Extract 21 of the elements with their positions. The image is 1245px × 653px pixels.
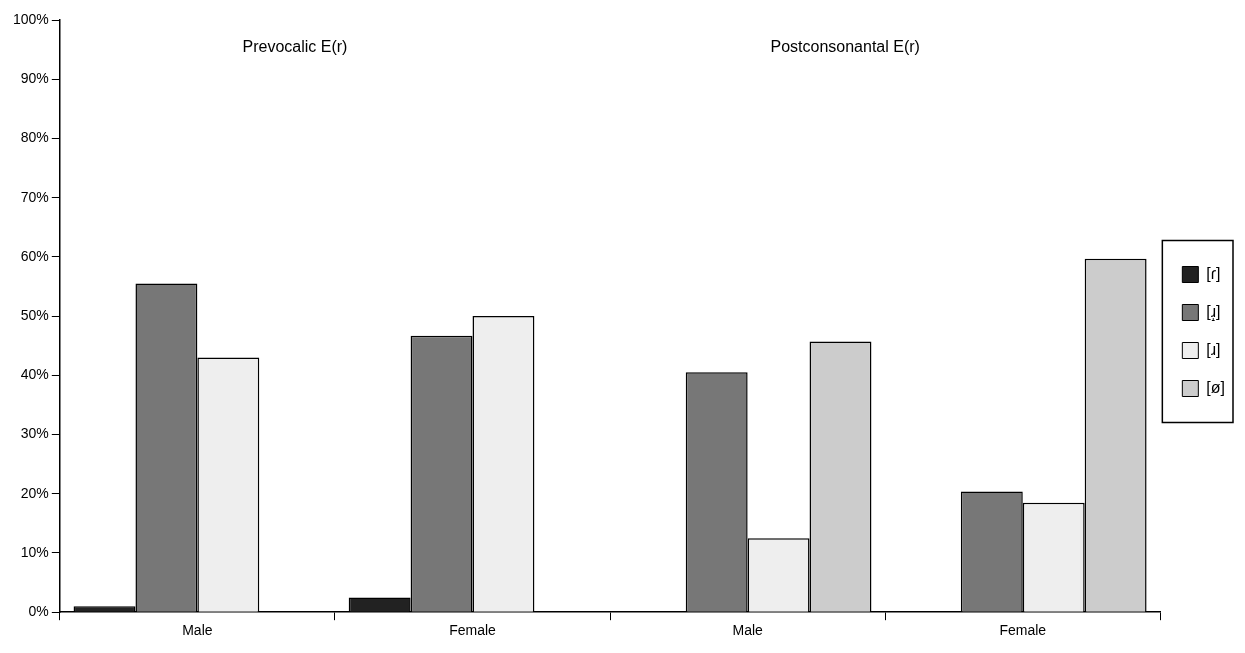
x-tick-label: Male [732,622,764,639]
legend-label: [ɾ] [1206,264,1221,282]
y-tick-label: 0% [28,603,49,620]
x-tick-label: Male [182,622,213,639]
annotation: Prevocalic E(r) [242,38,348,56]
annotation: Postconsonantal E(r) [770,38,920,56]
y-tick-label: 80% [20,129,49,146]
x-tick-label: Female [449,622,497,639]
y-tick-label: 30% [20,425,49,442]
y-tick-label: 20% [20,484,49,501]
legend-label: [ɹ̝] [1206,302,1221,322]
y-tick-label: 60% [20,247,49,264]
y-tick-label: 100% [12,10,49,27]
y-tick-label: 10% [20,543,49,560]
y-tick-label: 70% [20,188,49,205]
y-tick-label: 90% [20,70,49,87]
legend-label: [ø] [1206,378,1226,396]
legend-label: [ɹ] [1206,340,1221,358]
y-tick-label: 50% [20,306,49,323]
x-tick-label: Female [999,622,1047,639]
y-tick-label: 40% [20,366,49,383]
